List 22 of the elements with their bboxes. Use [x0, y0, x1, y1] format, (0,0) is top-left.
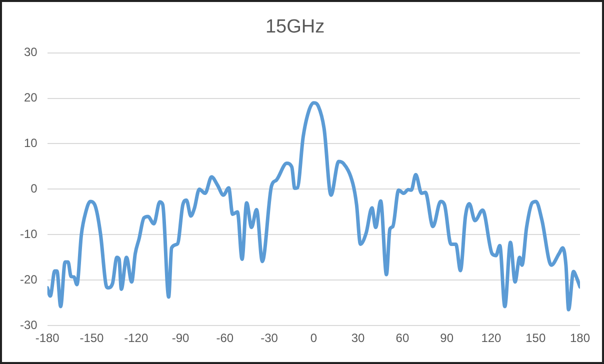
x-tick-label: 120	[481, 331, 502, 346]
y-tick-label: 20	[24, 90, 38, 105]
x-tick-label: 180	[570, 331, 590, 346]
y-tick-label: -10	[20, 226, 38, 241]
y-tick-label: -30	[20, 318, 38, 332]
y-tick-label: 0	[30, 182, 38, 196]
line-series	[47, 101, 580, 312]
x-tick-label: 30	[351, 331, 366, 346]
chart-title: 15GHz	[265, 16, 325, 38]
y-tick-label: 30	[24, 45, 38, 60]
x-tick-label: 0	[310, 331, 318, 346]
x-tick-label: 90	[440, 331, 454, 346]
x-tick-label: -150	[80, 331, 104, 346]
x-tick-label: -120	[124, 331, 148, 346]
x-tick-label: -60	[216, 331, 234, 346]
x-tick-label: -180	[35, 331, 60, 346]
x-tick-label: -30	[260, 331, 278, 346]
y-tick-label: 10	[24, 136, 38, 150]
x-tick-label: -90	[172, 331, 190, 346]
x-tick-label: 60	[396, 331, 410, 346]
y-tick-label: -20	[20, 272, 38, 286]
x-tick-label: 150	[526, 331, 546, 346]
